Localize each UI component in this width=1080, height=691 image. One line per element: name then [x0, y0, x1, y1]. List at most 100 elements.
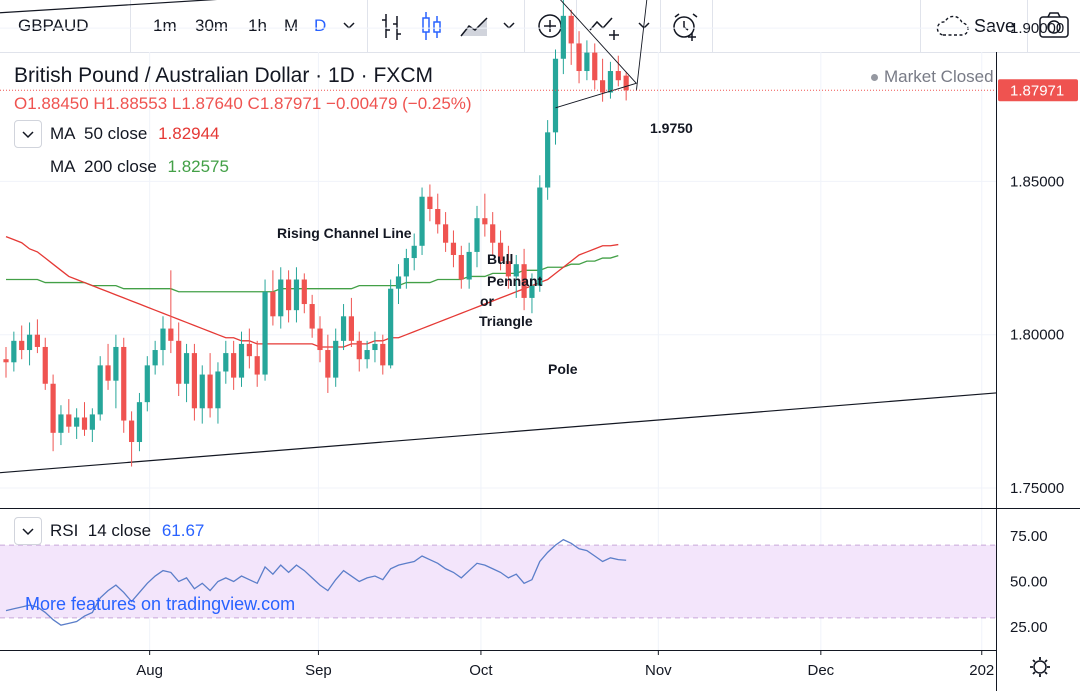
- target-projection-line: [635, 0, 648, 92]
- price-tick-label: 1.75000: [1010, 480, 1064, 497]
- candle-body: [435, 208, 441, 225]
- candle: [490, 212, 496, 255]
- candle: [615, 55, 621, 87]
- ma50-legend[interactable]: MA 50 close 1.82944: [50, 124, 220, 144]
- close-value: 1.87971: [259, 94, 322, 113]
- candle-body: [238, 343, 245, 378]
- toolbar-divider: [660, 0, 661, 52]
- candle: [176, 322, 182, 397]
- price-axis[interactable]: 1.750001.800001.850001.900001.950002.000…: [1010, 0, 1064, 497]
- candle: [607, 61, 614, 99]
- candle-body: [615, 71, 621, 81]
- candle: [286, 270, 292, 323]
- candle-body: [545, 132, 551, 188]
- status-dot-icon: [871, 74, 878, 82]
- change-value: −0.00479 (−0.25%): [326, 94, 472, 113]
- low-value: 1.87640: [181, 94, 243, 113]
- candle-body: [254, 356, 260, 375]
- compare-symbol-icon[interactable]: [588, 0, 622, 52]
- candle: [231, 340, 237, 390]
- toolbar-divider: [576, 0, 577, 52]
- tradingview-watermark[interactable]: More features on tradingview.com: [25, 594, 296, 614]
- candle: [19, 325, 25, 360]
- candle: [600, 58, 606, 102]
- candle-body: [356, 340, 362, 360]
- candle-body: [395, 276, 402, 289]
- symbol-search[interactable]: GBPAUD: [18, 16, 89, 35]
- interval-1m[interactable]: 1m: [153, 16, 177, 35]
- candle: [26, 322, 33, 366]
- last-price-tag: [998, 79, 1078, 102]
- candle-body: [293, 279, 300, 311]
- candle: [458, 245, 464, 289]
- time-axis[interactable]: Aug Sep Oct Nov Dec 202: [136, 650, 994, 679]
- candles-style-icon[interactable]: [420, 0, 444, 52]
- rsi-tick-label: 25.00: [1010, 619, 1048, 636]
- toolbar-divider: [367, 0, 368, 52]
- candle-body: [497, 242, 504, 262]
- candle: [270, 270, 276, 326]
- annotation-or: or: [480, 293, 495, 309]
- candle: [364, 340, 370, 369]
- high-value: 1.88553: [105, 94, 168, 113]
- candle-body: [560, 15, 566, 59]
- alert-clock-icon[interactable]: [670, 0, 700, 52]
- candle: [466, 242, 472, 289]
- rsi-axis[interactable]: 25.00 50.00 75.00: [1010, 528, 1048, 636]
- candle: [293, 267, 300, 323]
- candle-body: [450, 242, 457, 255]
- ma50-label: MA 50 close: [50, 124, 148, 143]
- candle: [348, 297, 354, 347]
- annotation-bull: Bull: [487, 251, 513, 267]
- candle-body: [388, 288, 394, 366]
- open-label: O: [14, 94, 28, 113]
- candle: [89, 408, 95, 443]
- candle-body: [607, 71, 614, 93]
- candle-body: [513, 264, 519, 277]
- candle: [168, 270, 174, 354]
- candle: [388, 279, 394, 369]
- candle-body: [576, 43, 582, 72]
- candle-body: [623, 75, 629, 91]
- candle-body: [183, 353, 190, 384]
- candle: [450, 230, 457, 268]
- candle: [136, 392, 143, 452]
- candle: [356, 331, 362, 372]
- candle-body: [160, 328, 166, 351]
- time-tick-label: Oct: [469, 662, 493, 679]
- chevron-down-icon: [22, 131, 34, 139]
- candle-body: [168, 328, 174, 341]
- rsi-tick-label: 75.00: [1010, 528, 1048, 545]
- candle: [372, 331, 378, 363]
- camera-snapshot-icon[interactable]: [1038, 0, 1070, 52]
- candle: [545, 120, 551, 200]
- candle-body: [113, 346, 119, 381]
- last-price-label: 1.87971: [1010, 82, 1064, 99]
- annotation-pennant: Pennant: [487, 273, 543, 289]
- rsi-legend[interactable]: RSI 14 close 61.67: [50, 521, 204, 541]
- interval-month[interactable]: M: [284, 16, 299, 35]
- interval-1h[interactable]: 1h: [248, 16, 267, 35]
- market-status: Market Closed: [871, 67, 994, 87]
- candle-body: [552, 58, 559, 133]
- interval-30m[interactable]: 30m: [195, 16, 229, 35]
- ma200-legend[interactable]: MA 200 close 1.82575: [50, 157, 229, 177]
- candle-body: [215, 371, 221, 409]
- rsi-label: RSI 14 close: [50, 521, 152, 540]
- candle: [529, 273, 535, 314]
- legend-collapse-button[interactable]: [14, 120, 42, 148]
- candle-body: [458, 254, 464, 280]
- candle-body: [152, 350, 158, 366]
- ma50-value: 1.82944: [158, 124, 220, 143]
- rsi-legend-collapse-button[interactable]: [14, 517, 42, 545]
- candle-body: [89, 414, 95, 430]
- candle: [74, 408, 80, 439]
- settings-gear-icon[interactable]: [1030, 657, 1050, 677]
- candle-body: [97, 365, 103, 415]
- ma200-label: MA 200 close: [50, 157, 157, 176]
- interval-day[interactable]: D: [314, 16, 327, 35]
- candle-body: [537, 187, 543, 286]
- candle: [560, 0, 566, 75]
- candle: [333, 328, 339, 387]
